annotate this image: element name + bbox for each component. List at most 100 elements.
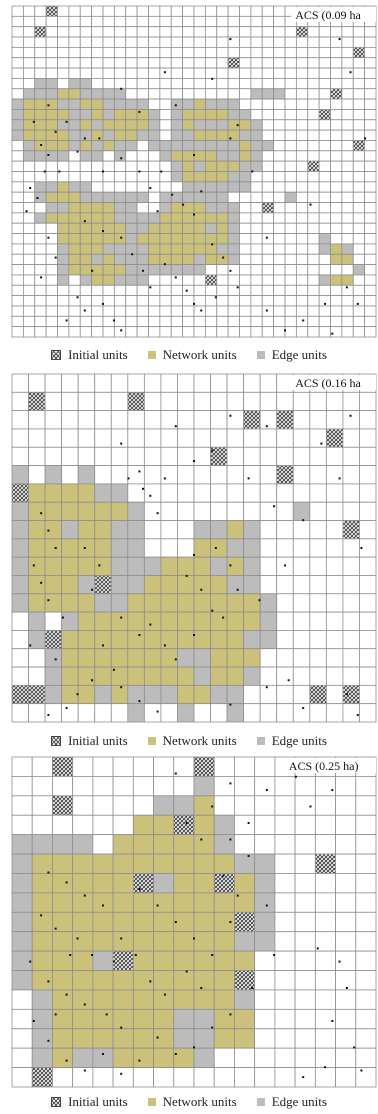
- edge-unit: [227, 222, 240, 234]
- grid-cell: [193, 15, 206, 28]
- edge-unit: [182, 181, 195, 193]
- grid-cell: [250, 78, 263, 90]
- sample-point: [142, 269, 145, 272]
- edge-unit: [127, 684, 145, 705]
- network-unit: [61, 593, 79, 613]
- network-unit: [227, 160, 240, 172]
- grid-cell: [68, 315, 81, 328]
- grid-cell: [22, 264, 36, 276]
- sample-point: [356, 714, 359, 717]
- initial-unit: [318, 109, 331, 121]
- grid-cell: [261, 243, 275, 255]
- grid-cell: [204, 284, 218, 297]
- grid-cell: [113, 46, 127, 59]
- grid-cell: [325, 391, 344, 412]
- grid-cell: [292, 593, 311, 613]
- grid-cell: [159, 67, 172, 79]
- network-unit: [193, 98, 206, 110]
- grid-cell: [226, 428, 245, 448]
- edge-unit: [136, 212, 149, 224]
- grid-cell: [352, 284, 366, 297]
- legend-edge-label: Edge units: [271, 347, 327, 362]
- grid-cell: [44, 611, 63, 631]
- network-unit: [160, 611, 178, 631]
- edge-unit: [79, 150, 93, 162]
- grid-cell: [273, 5, 286, 17]
- grid-cell: [57, 171, 70, 183]
- grid-cell: [160, 465, 178, 485]
- grid-cell: [34, 243, 47, 255]
- grid-cell: [259, 410, 278, 430]
- edge-unit: [136, 98, 149, 110]
- edge-unit: [182, 140, 195, 152]
- grid-cell: [11, 15, 24, 28]
- edge-unit: [11, 465, 29, 485]
- network-unit: [68, 233, 81, 245]
- grid-cell: [254, 1067, 276, 1088]
- network-unit: [226, 593, 245, 613]
- grid-cell: [127, 446, 145, 466]
- network-unit: [341, 274, 354, 286]
- grid-cell: [355, 892, 377, 913]
- grid-cell: [160, 391, 178, 412]
- network-unit: [61, 666, 79, 686]
- sample-point: [185, 970, 188, 973]
- sample-point: [214, 547, 217, 549]
- grid-cell: [125, 171, 138, 183]
- network-unit: [170, 150, 184, 162]
- initial-units-swatch: [51, 736, 62, 746]
- sample-point: [171, 193, 174, 196]
- grid-cell: [204, 67, 218, 79]
- grid-cell: [261, 129, 275, 141]
- grid-cell: [307, 191, 320, 203]
- grid-cell: [159, 5, 172, 17]
- edge-unit: [91, 119, 104, 131]
- sample-point: [211, 243, 214, 246]
- grid-cell: [335, 834, 357, 855]
- grid-cell: [77, 373, 96, 393]
- grid-cell: [204, 46, 218, 59]
- grid-cell: [318, 191, 331, 203]
- grid-cell: [318, 202, 331, 214]
- network-unit: [110, 501, 129, 521]
- network-unit: [77, 556, 96, 576]
- network-unit: [102, 253, 115, 265]
- network-unit: [234, 873, 256, 894]
- grid-cell: [352, 253, 366, 265]
- edge-unit: [193, 119, 206, 131]
- grid-cell: [216, 46, 229, 59]
- network-unit: [234, 1008, 256, 1030]
- grid-cell: [34, 233, 47, 245]
- grid-cell: [45, 26, 58, 38]
- network-unit: [173, 931, 195, 952]
- grid-cell: [330, 57, 343, 69]
- sample-point: [265, 686, 268, 689]
- grid-cell: [342, 428, 360, 448]
- sample-point: [284, 564, 286, 567]
- grid-cell: [261, 191, 275, 203]
- network-unit: [216, 212, 229, 224]
- sample-point: [91, 954, 94, 956]
- sample-point: [102, 644, 104, 647]
- grid-cell: [143, 373, 162, 393]
- grid-cell: [79, 15, 93, 28]
- grid-cell: [330, 222, 343, 234]
- grid-cell: [254, 1028, 276, 1049]
- grid-cell: [227, 305, 240, 317]
- sample-point: [211, 1026, 214, 1029]
- edge-unit: [259, 611, 278, 631]
- grid-cell: [239, 305, 252, 317]
- grid-cell: [125, 78, 138, 90]
- grid-cell: [216, 274, 229, 286]
- network-unit: [193, 853, 215, 874]
- sample-point: [138, 634, 141, 636]
- edge-unit: [143, 684, 162, 705]
- grid-cell: [342, 483, 360, 503]
- sample-point: [193, 553, 195, 556]
- network-unit: [112, 1028, 134, 1049]
- grid-cell: [136, 67, 149, 79]
- grid-cell: [227, 295, 240, 307]
- network-unit: [330, 274, 343, 286]
- grid-cell: [261, 5, 275, 17]
- sample-point: [193, 1046, 195, 1049]
